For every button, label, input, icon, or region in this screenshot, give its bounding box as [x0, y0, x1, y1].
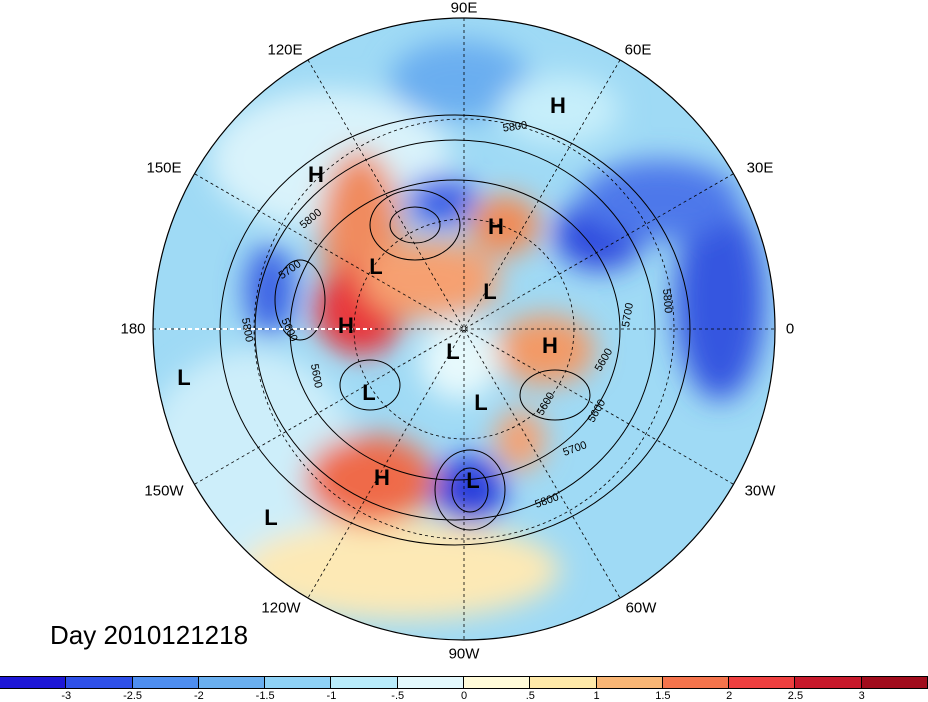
colorbar-swatch: [132, 677, 199, 688]
lon-label-60e: 60E: [624, 41, 652, 59]
colorbar-tick-label: -3: [61, 690, 72, 702]
lon-label-90e: 90E: [450, 0, 478, 17]
colorbar-swatch: [66, 677, 133, 688]
colorbar-swatch: [662, 677, 730, 688]
pressure-center-label: L: [483, 279, 497, 304]
lon-label-150e: 150E: [146, 159, 182, 177]
colorbar-tick-label: .5: [525, 690, 535, 702]
lon-label-150w: 150W: [144, 482, 184, 500]
lon-label-90w: 90W: [448, 645, 480, 663]
colorbar-tick-label: -1: [326, 690, 337, 702]
pressure-center-label: L: [264, 505, 278, 530]
lon-label-30e: 30E: [746, 159, 774, 177]
pressure-center-label: L: [177, 365, 191, 390]
pressure-center-label: H: [374, 465, 390, 490]
colorbar-tick-label: 2: [726, 690, 733, 702]
colorbar-swatch: [729, 677, 796, 688]
lon-label-120e: 120E: [267, 41, 303, 59]
lon-label-0: 0: [785, 320, 795, 338]
plot-title: Day 2010121218: [50, 620, 249, 650]
colorbar-swatch: [265, 677, 332, 688]
contour-label: 5800: [659, 288, 675, 314]
pressure-center-label: H: [338, 313, 354, 338]
colorbar-swatch: [596, 677, 663, 688]
lon-label-120w: 120W: [261, 599, 301, 617]
colorbar: [0, 676, 928, 689]
colorbar-tick-label: 1: [593, 690, 600, 702]
colorbar-swatch: [463, 677, 531, 688]
lon-label-180: 180: [120, 320, 146, 338]
graticule: [153, 18, 775, 640]
colorbar-tick-label: -2.5: [123, 690, 143, 702]
pressure-center-label: L: [446, 339, 460, 364]
colorbar-swatch: [795, 677, 862, 688]
lon-label-60w: 60W: [625, 599, 657, 617]
pressure-center-label: L: [362, 380, 376, 405]
colorbar-tick-label: -2: [193, 690, 204, 702]
pressure-center-label: H: [488, 214, 504, 239]
colorbar-tick-label: 1.5: [655, 690, 671, 702]
colorbar-swatch: [0, 677, 67, 688]
colorbar-tick-label: 2.5: [787, 690, 804, 702]
colorbar-swatch: [397, 677, 464, 688]
pressure-center-label: H: [308, 162, 324, 187]
pressure-center-label: L: [466, 468, 480, 493]
pressure-center-label: L: [369, 254, 383, 279]
pressure-center-label: H: [550, 93, 566, 118]
pressure-center-label: H: [542, 333, 558, 358]
colorbar-swatch: [331, 677, 398, 688]
colorbar-tick-label: 0: [460, 690, 468, 702]
colorbar-swatch: [530, 677, 597, 688]
colorbar-tick-label: -1.5: [255, 690, 275, 702]
colorbar-tick-label: 3: [858, 690, 865, 702]
pressure-center-label: L: [474, 390, 488, 415]
anomaly-field: [153, 18, 775, 640]
colorbar-swatch: [861, 677, 928, 688]
colorbar-tick-label: -.5: [391, 690, 405, 702]
map-border: [152, 17, 776, 641]
colorbar-swatch: [198, 677, 266, 688]
lon-label-30w: 30W: [744, 482, 776, 500]
